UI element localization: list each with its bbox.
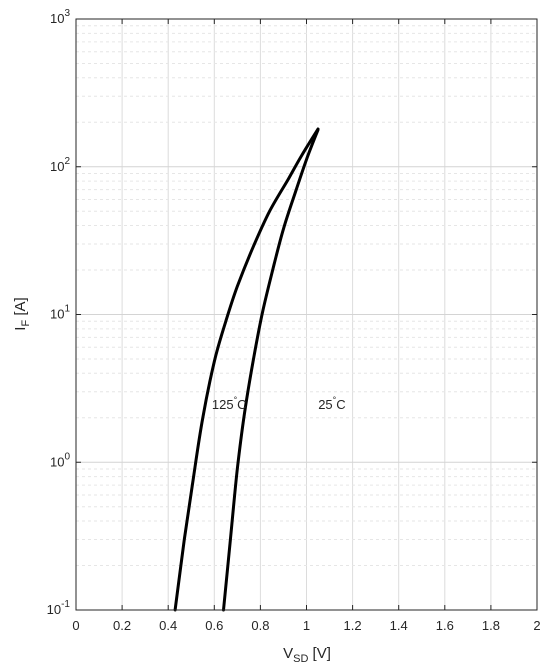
x-tick-label: 1.4 <box>390 618 408 633</box>
y-tick-label: 10-1 <box>47 599 71 617</box>
curve-25c <box>222 128 320 612</box>
y-tick-exponent: 2 <box>64 156 70 167</box>
y-tick-exponent: 1 <box>64 304 70 315</box>
x-axis-label-unit: [V] <box>308 645 331 662</box>
x-axis-label-main: V <box>283 645 293 662</box>
y-tick-exponent: 3 <box>64 8 70 19</box>
x-tick-label: 1 <box>303 618 310 633</box>
y-tick-base: 10 <box>50 454 64 469</box>
x-tick-label: 0.2 <box>113 618 131 633</box>
y-tick-base: 10 <box>50 159 64 174</box>
curve-label-125c: 125°C <box>212 395 247 412</box>
x-tick-label: 1.8 <box>482 618 500 633</box>
grid <box>76 19 537 610</box>
x-tick-label: 1.6 <box>436 618 454 633</box>
x-tick-label: 0.8 <box>251 618 269 633</box>
x-tick-label: 0.6 <box>205 618 223 633</box>
curve-label-25c: 25°C <box>318 395 345 412</box>
y-axis-label-main: I <box>12 327 29 331</box>
x-tick-label: 0.4 <box>159 618 177 633</box>
x-ticks: 0 0.2 0.4 0.6 0.8 1 1.2 1.4 1.6 1.8 2 <box>72 19 541 633</box>
x-axis-label: VSD [V] <box>283 645 331 665</box>
y-tick-label: 102 <box>50 156 70 174</box>
x-tick-label: 1.2 <box>344 618 362 633</box>
y-tick-label: 101 <box>50 304 70 322</box>
x-tick-label: 2 <box>533 618 540 633</box>
y-tick-base: 10 <box>50 11 64 26</box>
y-tick-base: 10 <box>47 602 61 617</box>
curve-125c <box>173 127 320 612</box>
curve-labels: 125°C 25°C <box>212 395 346 412</box>
y-tick-label: 103 <box>50 8 70 26</box>
y-tick-label: 100 <box>50 451 70 469</box>
x-tick-label: 0 <box>72 618 79 633</box>
y-axis-label-unit: [A] <box>12 297 29 320</box>
y-tick-exponent: 0 <box>64 451 70 462</box>
y-tick-base: 10 <box>50 307 64 322</box>
x-axis-label-sub: SD <box>293 653 308 665</box>
y-axis-label: IF [A] <box>12 297 32 330</box>
y-tick-exponent: -1 <box>61 599 70 610</box>
y-axis-label-sub: F <box>20 320 32 327</box>
curves <box>173 127 320 612</box>
